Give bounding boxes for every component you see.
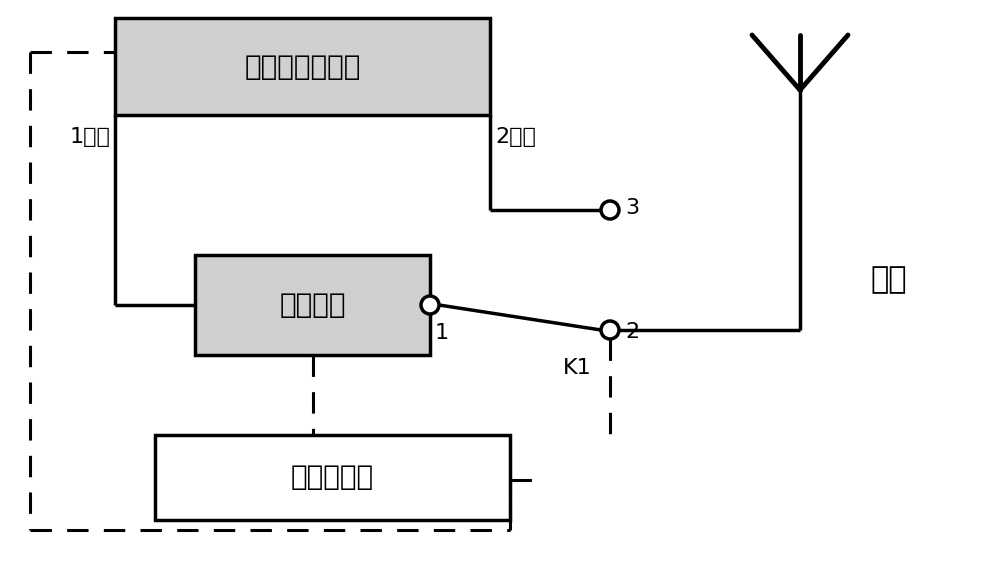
Circle shape <box>601 201 619 219</box>
Text: K1: K1 <box>563 358 592 378</box>
Text: 3: 3 <box>625 198 639 218</box>
Text: 1: 1 <box>435 323 449 343</box>
Bar <box>195 255 430 355</box>
Text: 1端口: 1端口 <box>69 127 110 147</box>
Text: 矢量网络分析仪: 矢量网络分析仪 <box>244 52 361 81</box>
Circle shape <box>421 296 439 314</box>
Text: 测控计算机: 测控计算机 <box>291 463 374 491</box>
Text: 2: 2 <box>625 322 639 342</box>
Bar <box>155 435 510 520</box>
Text: 2端口: 2端口 <box>495 127 536 147</box>
Text: 被测天调: 被测天调 <box>279 291 346 319</box>
Circle shape <box>601 321 619 339</box>
Text: 天线: 天线 <box>870 265 906 294</box>
Bar <box>115 18 490 115</box>
